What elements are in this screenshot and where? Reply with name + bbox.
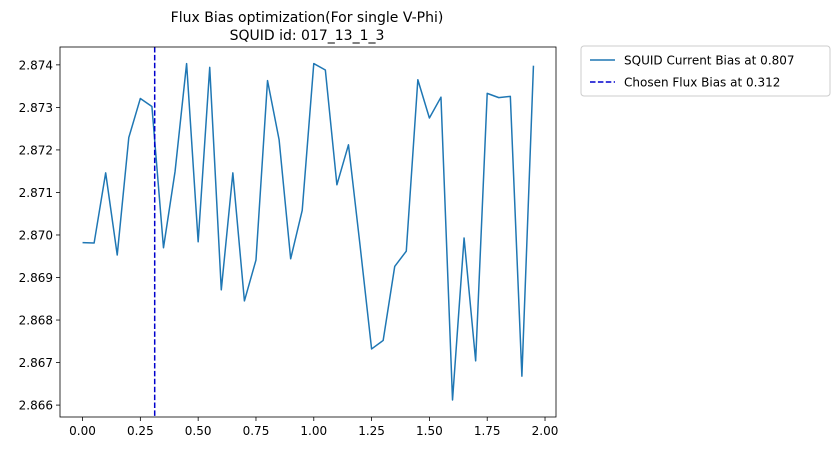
plot-layer: 0.00 0.25 0.50 0.75 1.00 1.25 1.50 1.75 2.00 2.86… (19, 46, 559, 438)
legend-box (580, 45, 831, 97)
x-tick-label: 2.00 (532, 424, 559, 438)
x-tick-label: 0.25 (127, 424, 154, 438)
y-tick-label: 2.874 (19, 58, 53, 72)
legend-label-squid-current-bias: SQUID Current Bias at 0.807 (624, 54, 795, 68)
y-tick-label: 2.872 (19, 143, 53, 157)
y-tick-label: 2.866 (19, 399, 53, 413)
x-tick-label: 0.75 (243, 424, 270, 438)
plot-frame (59, 46, 557, 418)
y-tick-label: 2.870 (19, 228, 53, 242)
legend: SQUID Current Bias at 0.807 Chosen Flux B… (580, 45, 831, 97)
x-tick-label: 0.00 (69, 424, 96, 438)
chart-title-line-1: Flux Bias optimization(For single V-Phi) (171, 10, 444, 26)
y-tick-label: 2.867 (19, 356, 53, 370)
x-tick-label: 1.50 (416, 424, 443, 438)
y-tick-label: 2.868 (19, 314, 53, 328)
x-tick-label: 1.25 (358, 424, 385, 438)
series-line-squid-current-bias (82, 62, 535, 401)
legend-label-chosen-flux-bias: Chosen Flux Bias at 0.312 (624, 76, 780, 90)
y-tick-label: 2.869 (19, 271, 53, 285)
x-tick-label: 1.75 (474, 424, 501, 438)
x-tick-label: 0.50 (185, 424, 212, 438)
y-tick-label: 2.873 (19, 101, 53, 115)
x-tick-label: 1.00 (300, 424, 327, 438)
chart-title-line-2: SQUID id: 017_13_1_3 (230, 28, 385, 44)
y-tick-label: 2.871 (19, 186, 53, 200)
